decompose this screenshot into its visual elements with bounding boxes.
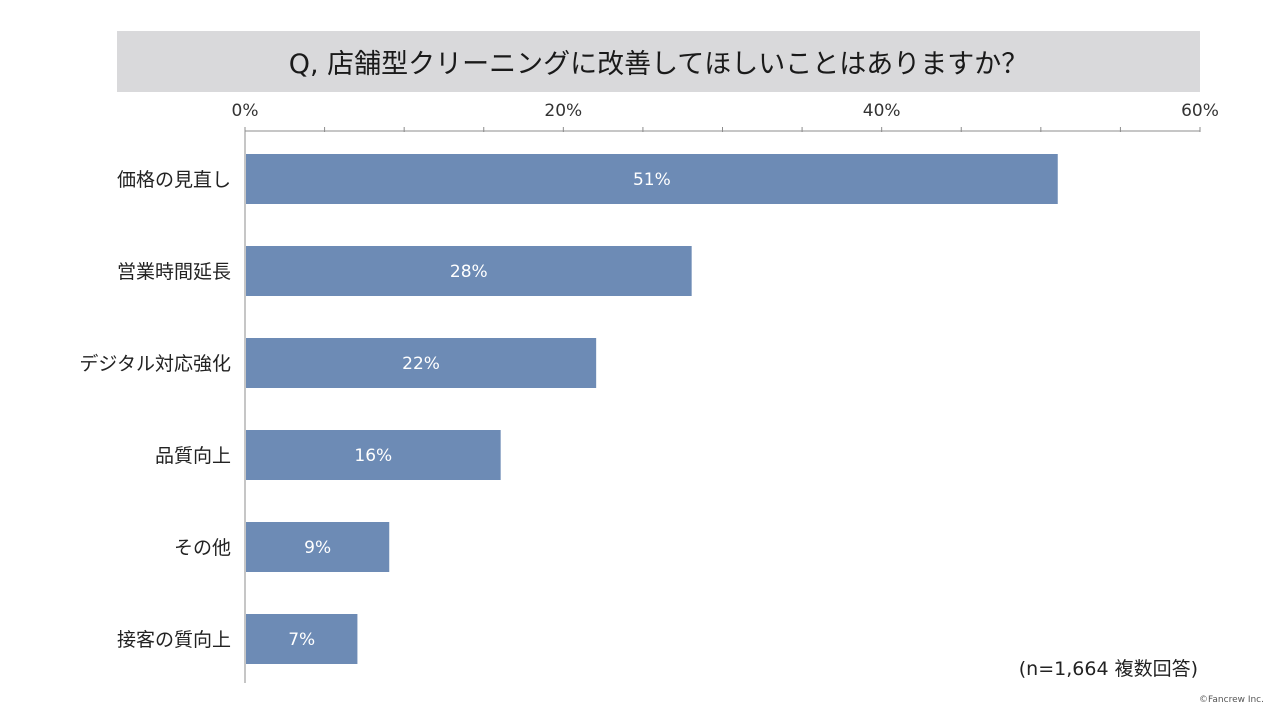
copyright-text: ©Fancrew Inc. <box>1199 695 1264 705</box>
bar-value-label: 9% <box>304 538 331 558</box>
bar <box>246 614 358 664</box>
x-tick-label: 40% <box>863 101 901 121</box>
chart-title: Q, 店舗型クリーニングに改善してほしいことはありますか？ <box>288 49 1029 80</box>
bar-value-label: 22% <box>402 354 440 374</box>
bar-value-label: 28% <box>450 262 488 282</box>
x-tick-label: 20% <box>544 101 582 121</box>
category-label: 品質向上 <box>155 445 231 467</box>
category-label: その他 <box>174 537 231 559</box>
category-label: デジタル対応強化 <box>79 353 231 375</box>
chart-title-bar: Q, 店舗型クリーニングに改善してほしいことはありますか？ <box>117 31 1200 92</box>
bar-value-label: 51% <box>633 170 671 190</box>
bar-value-label: 16% <box>354 446 392 466</box>
bar <box>246 246 692 296</box>
bar <box>246 154 1058 204</box>
bar <box>246 430 501 480</box>
bar-value-label: 7% <box>288 630 315 650</box>
bar <box>246 522 390 572</box>
x-tick-label: 60% <box>1181 101 1219 121</box>
sample-note: (n=1,664 複数回答) <box>1018 658 1198 680</box>
category-label: 営業時間延長 <box>117 261 231 283</box>
bar <box>246 338 597 388</box>
category-label: 価格の見直し <box>117 169 231 191</box>
x-tick-label: 0% <box>232 101 259 121</box>
category-label: 接客の質向上 <box>117 629 231 651</box>
